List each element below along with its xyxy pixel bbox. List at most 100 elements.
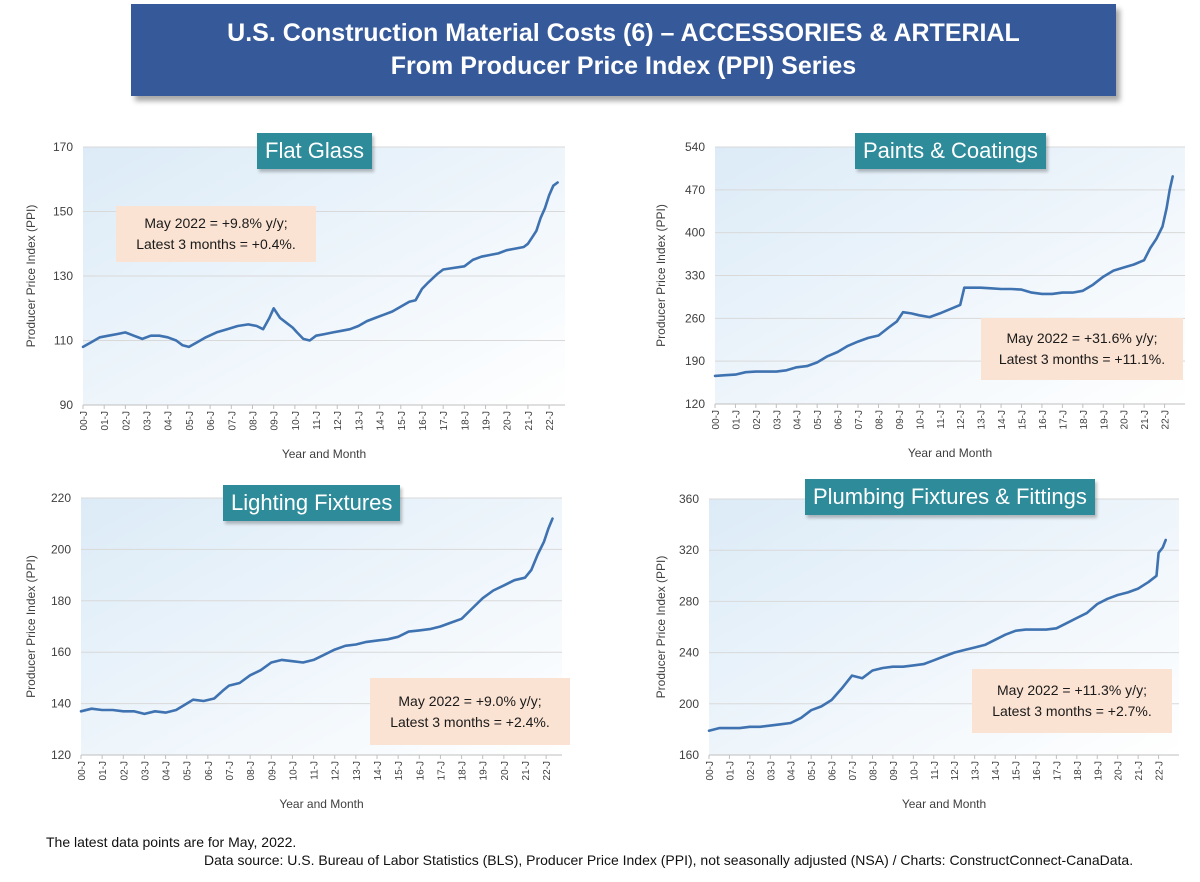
chart-title: Paints & Coatings [855, 133, 1046, 169]
x-tick-label: 15-J [394, 761, 405, 780]
x-tick-label: 16-J [1038, 410, 1049, 429]
x-tick-label: 08-J [874, 410, 885, 429]
x-tick-label: 11-J [930, 761, 941, 780]
x-tick-label: 09-J [889, 761, 900, 780]
x-tick-label: 00-J [705, 761, 716, 780]
x-tick-label: 07-J [227, 411, 238, 430]
x-tick-label: 07-J [854, 410, 865, 429]
y-tick-label: 120 [51, 748, 71, 762]
x-tick-label: 10-J [909, 761, 920, 780]
y-tick-label: 200 [679, 697, 699, 711]
x-tick-label: 06-J [834, 410, 845, 429]
banner-title: U.S. Construction Material Costs (6) – A… [227, 19, 1020, 47]
y-tick-label: 160 [679, 748, 699, 762]
chart-annotation: May 2022 = +31.6% y/y; Latest 3 months =… [981, 318, 1183, 380]
x-tick-label: 20-J [503, 411, 514, 430]
x-tick-label: 05-J [807, 761, 818, 780]
y-tick-label: 180 [51, 594, 71, 608]
x-tick-label: 15-J [1012, 761, 1023, 780]
y-tick-label: 150 [53, 205, 73, 219]
x-tick-label: 05-J [813, 410, 824, 429]
x-tick-label: 17-J [436, 761, 447, 780]
chart-panel-lighting-fixtures: 120 140 160 180 200 220 00-J 01-J 02-J 03-J 04-J 05… [20, 485, 580, 825]
chart-annotation: May 2022 = +9.0% y/y; Latest 3 months = … [370, 678, 570, 745]
x-tick-label: 04-J [164, 411, 175, 430]
x-tick-label: 20-J [1120, 410, 1131, 429]
x-tick-label: 14-J [373, 761, 384, 780]
y-tick-label: 120 [685, 397, 705, 411]
x-tick-label: 20-J [1114, 761, 1125, 780]
x-axis-title: Year and Month [279, 797, 363, 811]
x-tick-label: 08-J [248, 411, 259, 430]
x-tick-label: 22-J [1161, 410, 1172, 429]
y-tick-label: 160 [51, 645, 71, 659]
chart-title: Plumbing Fixtures & Fittings [805, 479, 1095, 515]
y-tick-label: 90 [60, 398, 74, 412]
x-tick-label: 18-J [458, 761, 469, 780]
report-banner: U.S. Construction Material Costs (6) – A… [131, 4, 1116, 96]
x-tick-label: 12-J [333, 411, 344, 430]
x-tick-label: 16-J [415, 761, 426, 780]
x-tick-label: 21-J [1140, 410, 1151, 429]
x-tick-label: 04-J [162, 761, 173, 780]
chart-lighting-fixtures: 120 140 160 180 200 220 00-J 01-J 02-J 03-J 04-J 05… [24, 491, 562, 811]
x-tick-label: 19-J [1093, 761, 1104, 780]
x-tick-label: 02-J [121, 411, 132, 430]
y-axis-title: Producer Price Index (PPI) [654, 204, 668, 347]
x-tick-label: 09-J [270, 411, 281, 430]
y-tick-label: 260 [685, 311, 705, 325]
x-tick-label: 06-J [828, 761, 839, 780]
x-tick-label: 00-J [711, 410, 722, 429]
x-tick-label: 13-J [971, 761, 982, 780]
x-tick-label: 14-J [376, 411, 387, 430]
x-tick-label: 02-J [752, 410, 763, 429]
x-tick-label: 09-J [895, 410, 906, 429]
x-tick-label: 18-J [460, 411, 471, 430]
x-tick-label: 14-J [997, 410, 1008, 429]
annotation-yy: May 2022 = +9.0% y/y; [398, 692, 542, 709]
x-tick-label: 00-J [77, 761, 88, 780]
x-tick-label: 10-J [288, 761, 299, 780]
x-tick-label: 11-J [936, 410, 947, 429]
x-tick-label: 03-J [140, 761, 151, 780]
x-tick-label: 10-J [291, 411, 302, 430]
y-tick-label: 130 [53, 269, 73, 283]
chart-panel-plumbing-fixtures: 160 200 240 280 320 360 00-J 01-J 02-J 03-J 04-J 05… [650, 479, 1200, 825]
x-tick-label: 17-J [1052, 761, 1063, 780]
x-tick-label: 08-J [868, 761, 879, 780]
annotation-yy: May 2022 = +31.6% y/y; [1006, 330, 1158, 346]
series-line [79, 517, 554, 716]
annotation-yy: May 2022 = +11.3% y/y; [997, 682, 1147, 698]
y-tick-label: 110 [54, 334, 73, 348]
x-tick-label: 04-J [793, 410, 804, 429]
y-tick-label: 280 [679, 594, 699, 608]
x-tick-label: 08-J [246, 761, 257, 780]
x-tick-label: 20-J [500, 761, 511, 780]
chart-panel-flat-glass: 90 110 130 150 170 00-J 01-J 02-J 03-J 04-J 05-J 06… [20, 130, 580, 470]
banner-subtitle: From Producer Price Index (PPI) Series [390, 52, 857, 80]
annotation-3m: Latest 3 months = +2.4%. [390, 713, 550, 730]
x-tick-label: 21-J [521, 761, 532, 780]
x-axis-title: Year and Month [282, 447, 366, 461]
x-tick-label: 00-J [79, 411, 90, 430]
x-tick-label: 01-J [731, 410, 742, 429]
y-axis-title: Producer Price Index (PPI) [24, 205, 38, 348]
x-tick-label: 03-J [143, 411, 154, 430]
x-tick-label: 02-J [119, 761, 130, 780]
y-tick-label: 540 [685, 140, 705, 154]
x-tick-label: 07-J [848, 761, 859, 780]
x-tick-label: 01-J [100, 411, 111, 430]
x-tick-label: 07-J [225, 761, 236, 780]
series-line [713, 175, 1174, 378]
x-tick-label: 02-J [746, 761, 757, 780]
y-axis-title: Producer Price Index (PPI) [24, 555, 38, 698]
annotation-3m: Latest 3 months = +0.4%. [136, 236, 296, 252]
y-axis-title: Producer Price Index (PPI) [654, 556, 668, 699]
y-tick-label: 170 [53, 140, 73, 154]
y-tick-label: 220 [51, 491, 71, 505]
x-tick-label: 01-J [98, 761, 109, 780]
x-tick-label: 12-J [950, 761, 961, 780]
x-axis-title: Year and Month [902, 797, 986, 811]
x-tick-label: 03-J [766, 761, 777, 780]
x-axis-title: Year and Month [908, 446, 992, 460]
